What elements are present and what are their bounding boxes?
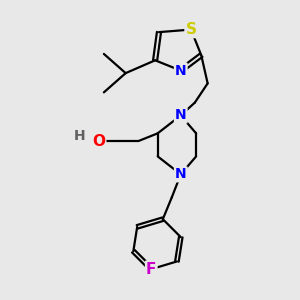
Text: F: F: [146, 262, 157, 277]
Text: N: N: [175, 108, 187, 122]
Text: S: S: [185, 22, 197, 37]
Text: N: N: [175, 64, 187, 78]
Text: H: H: [74, 129, 85, 143]
Text: O: O: [92, 134, 105, 148]
Text: N: N: [175, 167, 187, 181]
